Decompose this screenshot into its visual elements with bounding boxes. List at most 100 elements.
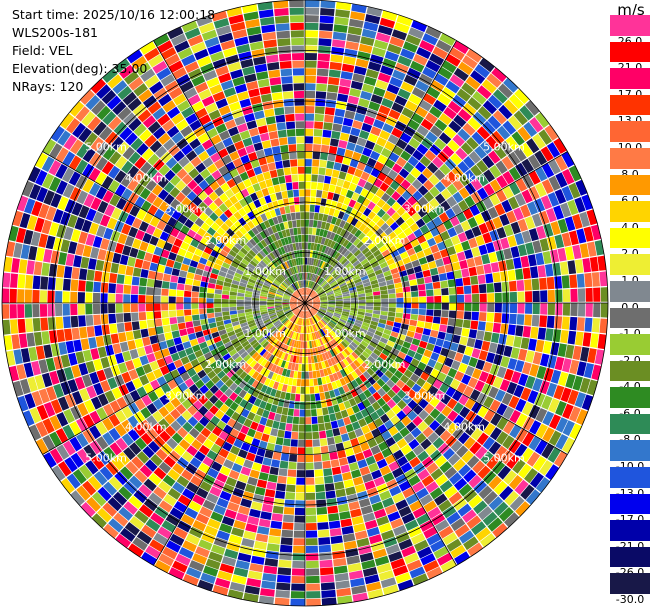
ray-gate-cells [290,296,305,303]
ray-gate-cells [255,322,294,382]
ray-gate-cells [369,324,435,352]
ray-gate-cells [99,126,152,174]
ray-gate-cells [181,106,195,119]
ray-gate-cells [306,242,312,273]
ray-gate-cells [208,277,217,284]
ray-gate-cells [158,397,181,418]
ray-gate-cells [508,395,520,409]
ray-gate-cells [535,477,551,493]
ray-gate-cells [203,207,273,273]
ray-gate-cells [314,125,443,291]
ray-gate-cells [200,281,208,288]
ray-gate-cells [153,405,219,480]
ray-gate-cells [399,249,474,277]
ray-gate-cells [447,227,457,238]
ray-gate-cells [131,55,176,113]
ray-gate-cells [361,559,376,570]
ray-gate-cells [462,509,477,523]
ray-gate-cells [291,568,305,576]
ray-gate-cells [455,147,468,160]
ray-gate-cells [218,203,272,264]
ray-gate-cells [129,475,143,489]
ray-gate-cells [316,313,373,367]
ray-gate-cells [45,357,56,372]
ray-gate-cells [267,392,291,483]
ray-gate-cells [115,156,128,170]
ray-gate-cells [390,246,406,258]
ray-gate-cells [102,382,189,446]
ray-gate-cells [388,262,397,270]
ray-gate-cells [85,95,101,110]
ray-gate-cells [103,261,134,276]
ray-gate-cells [211,268,220,275]
ray-gate-cells [340,330,404,379]
ray-gate-cells [36,187,76,214]
ray-gate-cells [217,541,241,581]
ray-gate-cells [222,286,268,297]
ray-gate-cells [334,293,342,297]
ray-gate-cells [251,134,261,144]
ray-gate-cells [80,369,235,518]
ray-gate-cells [409,566,426,579]
range-ring-label: 1.00km [244,327,286,340]
ray-gate-cells [324,60,457,271]
ray-gate-cells [289,15,305,265]
ray-gate-cells [95,436,109,450]
ray-gate-cells [328,185,342,216]
ray-gate-cells [108,413,121,427]
ray-gate-cells [330,10,398,209]
ray-gate-cells [336,324,369,348]
ray-gate-cells [292,303,305,313]
ray-gate-cells [392,492,426,545]
ray-gate-cells [153,425,176,448]
ray-gate-cells [426,216,443,231]
ray-gate-cells [447,410,459,422]
ray-gate-cells [171,322,217,339]
ray-gate-cells [32,289,40,303]
ray-gate-cells [351,379,380,421]
ray-gate-cells [226,228,235,237]
ray-gate-cells [406,135,499,217]
ray-gate-cells [381,55,412,109]
ray-gate-cells [112,80,128,95]
ray-gate-cells [53,383,64,398]
ray-gate-cells [243,178,265,215]
ray-gate-cells [392,326,401,333]
ray-gate-cells [327,406,337,422]
ray-gate-cells [107,217,222,271]
ray-gate-cells [335,411,343,420]
ray-gate-cells [260,239,284,272]
ray-gate-cells [520,484,535,500]
ray-gate-cells [264,558,278,567]
ray-gate-cells [57,130,71,146]
ray-gate-cells [485,322,584,346]
ray-gate-cells [115,437,128,451]
ray-gate-cells [327,505,339,514]
ray-gate-cells [123,389,204,461]
ray-gate-cells [487,303,601,318]
ray-gate-cells [343,416,379,498]
ray-gate-cells [458,362,468,374]
ray-gate-cells [88,222,142,249]
ray-gate-cells [354,198,371,220]
ray-gate-cells [278,422,286,431]
ray-gate-cells [17,395,29,412]
ray-gate-cells [60,379,79,396]
ray-gate-cells [312,431,320,440]
ray-gate-cells [268,354,275,362]
ray-gate-cells [524,216,536,230]
ray-gate-cells [188,384,199,394]
ray-gate-cells [97,200,149,232]
ray-gate-cells [351,515,366,533]
ray-gate-cells [247,476,258,486]
ray-gate-cells [56,444,70,460]
ray-gate-cells [316,137,479,293]
ray-gate-cells [151,343,161,353]
ray-gate-cells [305,303,435,414]
ray-gate-cells [305,22,319,30]
ray-gate-cells [49,330,58,344]
ray-gate-cells [97,471,128,502]
ray-gate-cells [519,105,534,121]
ray-gate-cells [341,340,407,410]
ray-gate-cells [476,432,520,469]
